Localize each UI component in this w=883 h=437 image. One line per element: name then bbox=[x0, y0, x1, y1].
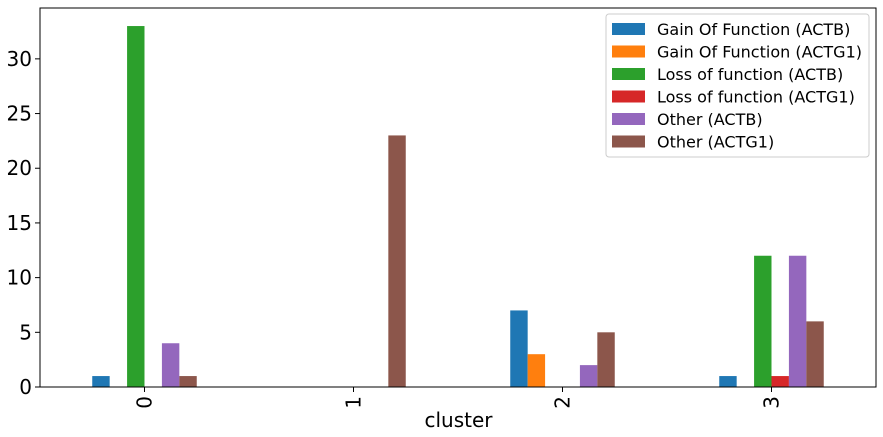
bar-loss-of-function-actb-cluster-3 bbox=[754, 255, 772, 387]
y-tick-label: 10 bbox=[7, 266, 32, 290]
bar-other-actb-cluster-0 bbox=[161, 343, 180, 387]
bar-gain-of-function-actb-cluster-0 bbox=[92, 376, 110, 387]
plot-frame bbox=[39, 7, 877, 388]
bar-other-actg1-cluster-2 bbox=[597, 332, 615, 387]
bar-other-actg1-cluster-1 bbox=[388, 135, 406, 387]
legend-label: Other (ACTB) bbox=[657, 110, 763, 129]
legend-label: Other (ACTG1) bbox=[657, 133, 774, 152]
x-tick-label-2: 2 bbox=[551, 396, 575, 409]
x-tick-label-1: 1 bbox=[342, 396, 366, 409]
legend-swatch bbox=[612, 23, 645, 35]
legend-swatch bbox=[612, 68, 645, 80]
y-tick-label: 0 bbox=[19, 375, 32, 399]
legend-swatch bbox=[612, 113, 645, 125]
legend-label: Loss of function (ACTB) bbox=[657, 65, 843, 84]
legend-label: Gain Of Function (ACTG1) bbox=[657, 43, 862, 62]
y-tick-label: 5 bbox=[19, 320, 32, 344]
y-tick-label: 30 bbox=[7, 47, 32, 71]
bar-other-actg1-cluster-3 bbox=[806, 321, 824, 387]
y-tick-label: 20 bbox=[7, 156, 32, 180]
bar-other-actg1-cluster-0 bbox=[179, 376, 197, 387]
legend-swatch bbox=[612, 90, 645, 103]
bar-gain-of-function-actb-cluster-3 bbox=[719, 376, 737, 387]
x-tick-label-0: 0 bbox=[133, 396, 157, 409]
x-tick-label-3: 3 bbox=[760, 396, 784, 409]
legend-label: Loss of function (ACTG1) bbox=[657, 88, 855, 107]
x-axis-title: cluster bbox=[424, 408, 493, 432]
bar-loss-of-function-actb-cluster-0 bbox=[127, 26, 145, 388]
y-axis: 0 5 10 15 20 25 30 bbox=[7, 47, 40, 399]
bar-gain-of-function-actb-cluster-2 bbox=[510, 310, 528, 387]
bar-gain-of-function-actg1-cluster-2 bbox=[527, 354, 546, 387]
bar-loss-of-function-actg1-cluster-3 bbox=[771, 376, 789, 387]
bar-other-actb-cluster-3 bbox=[788, 255, 807, 387]
y-tick-label: 25 bbox=[7, 102, 32, 126]
legend-swatch bbox=[612, 135, 645, 148]
x-axis: 0 1 2 3 bbox=[133, 387, 784, 409]
legend-label: Gain Of Function (ACTB) bbox=[657, 20, 850, 39]
legend-swatch bbox=[612, 45, 645, 58]
bars-layer bbox=[92, 26, 824, 388]
legend: Gain Of Function (ACTB) Gain Of Function … bbox=[605, 13, 870, 158]
bar-other-actb-cluster-2 bbox=[579, 365, 598, 387]
y-tick-label: 15 bbox=[7, 211, 32, 235]
legend-box bbox=[605, 13, 870, 158]
